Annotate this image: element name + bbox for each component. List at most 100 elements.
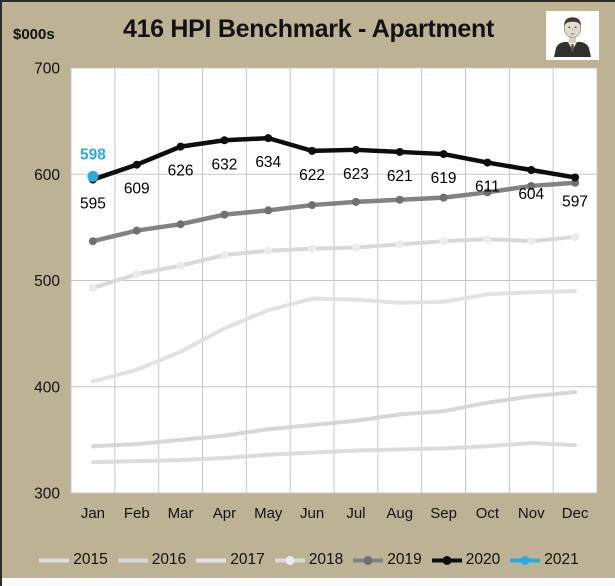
- x-axis-label: Jul: [346, 505, 365, 522]
- y-axis-label: 500: [34, 273, 60, 290]
- x-axis-label: Mar: [168, 505, 194, 522]
- legend-line-sample-2020: [431, 556, 462, 565]
- legend-line-sample-2016: [117, 558, 148, 563]
- data-label-2020: 634: [255, 154, 281, 171]
- x-axis-label: Jan: [81, 505, 105, 522]
- legend-line-sample-2021: [510, 556, 541, 565]
- series-marker-2019: [132, 226, 141, 235]
- data-label-2020: 623: [343, 166, 369, 183]
- gridlines: [70, 67, 598, 494]
- legend-item-2015: 2015: [38, 551, 108, 569]
- data-label-2020: 595: [80, 196, 106, 213]
- series-marker-2019: [88, 237, 97, 246]
- x-axis-label: Apr: [213, 505, 236, 522]
- series-2015: [90, 441, 578, 465]
- series-2019: [88, 178, 580, 246]
- series-line-2020: [90, 135, 578, 182]
- x-axis-label: May: [254, 505, 283, 522]
- series-2017: [90, 289, 578, 384]
- series-marker-2018: [527, 237, 536, 246]
- legend-label-2018: 2018: [308, 551, 344, 568]
- legend-item-2018: 2018: [274, 551, 343, 569]
- data-label-2020: 609: [124, 181, 150, 198]
- series-marker-2018: [220, 251, 229, 259]
- legend-line-sample-2015: [39, 558, 70, 563]
- series-marker-2019: [264, 206, 273, 215]
- series-marker-2019: [395, 195, 404, 204]
- series-marker-2018: [483, 235, 492, 244]
- y-axis-label: 600: [34, 167, 60, 184]
- x-axis-label: Jun: [300, 505, 324, 522]
- x-axis-label: Nov: [518, 505, 545, 522]
- series-marker-2020: [395, 147, 404, 156]
- series-marker-2018: [88, 283, 97, 292]
- legend-line-sample-2018: [274, 556, 305, 565]
- series-marker-2019: [176, 220, 185, 229]
- legend-label-2017: 2017: [230, 551, 265, 568]
- data-label-2021: 598: [80, 146, 106, 163]
- legend-label-2015: 2015: [73, 551, 108, 568]
- series-line-2015: [90, 441, 578, 465]
- series-marker-2020: [483, 158, 492, 167]
- series-marker-2018: [571, 232, 580, 241]
- y-axis-label: 400: [34, 379, 60, 396]
- series-marker-2020: [439, 150, 448, 159]
- data-label-2020: 621: [387, 168, 413, 185]
- series-marker-2020: [527, 166, 536, 174]
- x-axis: Jan Feb Mar Apr May Jun Jul Aug Sep Oct Nov Dec: [81, 505, 589, 522]
- x-axis-label: Feb: [124, 505, 150, 522]
- portrait-avatar: [546, 11, 599, 60]
- chart-legend: 2015 2016 2017 2018 2019 2020 2021: [2, 551, 615, 569]
- x-axis-label: Sep: [430, 505, 457, 522]
- series-line-2019: [90, 180, 578, 244]
- series-line-2017: [90, 289, 578, 384]
- series-marker-2020: [264, 134, 273, 143]
- series-marker-2018: [176, 261, 185, 270]
- data-label-2020: 597: [562, 193, 588, 210]
- series-marker-2018: [395, 240, 404, 249]
- legend-line-sample-2017: [196, 558, 227, 563]
- y-axis-units-label: $000s: [13, 26, 55, 43]
- series-line-2018: [90, 234, 578, 290]
- legend-item-2017: 2017: [195, 551, 265, 569]
- legend-label-2016: 2016: [151, 551, 187, 568]
- legend-line-sample-2019: [353, 556, 384, 565]
- series-marker-2018: [439, 237, 448, 246]
- x-axis-label: Oct: [476, 505, 500, 522]
- series-marker-2019: [308, 201, 317, 210]
- portrait-man-icon: [550, 14, 595, 57]
- series-marker-2018: [351, 243, 360, 252]
- series-marker-2019: [351, 197, 360, 206]
- chart-title: 416 HPI Benchmark - Apartment: [122, 15, 495, 43]
- y-axis-label: 700: [34, 61, 60, 78]
- legend-item-2016: 2016: [117, 551, 186, 569]
- data-label-2020: 632: [211, 156, 237, 173]
- legend-item-2020: 2020: [431, 551, 500, 569]
- x-axis-label: Dec: [562, 505, 589, 522]
- series-marker-2019: [527, 181, 536, 190]
- legend-label-2020: 2020: [465, 551, 501, 568]
- series-marker-2018: [308, 244, 317, 253]
- series-marker-2020: [351, 145, 360, 154]
- data-label-2020: 619: [431, 170, 457, 187]
- legend-item-2021: 2021: [509, 551, 579, 569]
- series-marker-2020: [132, 160, 141, 169]
- y-axis-label: 300: [34, 486, 60, 503]
- series-2018: [88, 232, 580, 292]
- data-label-2020: 622: [299, 167, 325, 184]
- x-axis-label: Aug: [386, 505, 413, 522]
- series-marker-2018: [264, 246, 273, 255]
- series-marker-2020: [176, 142, 185, 151]
- line-chart: 700 600 500 400 300 Jan Feb Mar Apr May Jun Jul Aug S…: [34, 61, 598, 522]
- series-marker-2020: [308, 146, 317, 155]
- series-2016: [90, 390, 578, 449]
- series-marker-2018: [132, 270, 141, 279]
- series-marker-2019: [220, 210, 229, 219]
- legend-item-2019: 2019: [352, 551, 422, 569]
- series-line-2016: [90, 390, 578, 449]
- series-marker-2019: [483, 188, 492, 197]
- series-marker-2020: [220, 136, 229, 145]
- series-2020: 595 609 626 632 634 622 623 621 619 611 604 597: [80, 134, 588, 213]
- series-2021: 598: [80, 146, 106, 182]
